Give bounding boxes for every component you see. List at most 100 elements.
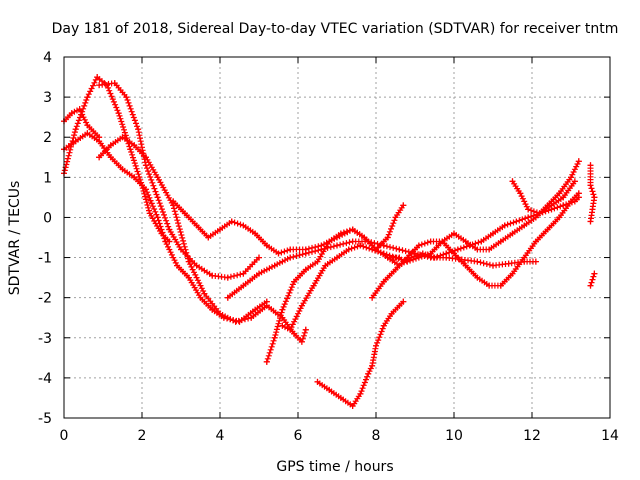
x-tick-label: 6: [294, 428, 303, 444]
data-point: [369, 362, 376, 369]
data-point: [84, 130, 91, 137]
data-point: [380, 250, 387, 257]
data-point: [287, 326, 294, 333]
data-point: [454, 246, 461, 253]
data-point: [240, 282, 247, 289]
series-sat-o: [587, 270, 598, 289]
data-point: [587, 282, 594, 289]
x-tick-label: 14: [601, 428, 619, 444]
data-point: [287, 254, 294, 261]
data-point: [466, 242, 473, 249]
y-tick-label: 3: [43, 90, 52, 106]
data-point: [84, 94, 91, 101]
data-point: [76, 106, 83, 113]
data-point: [568, 174, 574, 181]
data-point: [474, 246, 481, 253]
data-point: [302, 266, 309, 273]
data-point: [349, 226, 356, 233]
data-point: [349, 238, 356, 245]
data-point: [166, 226, 173, 233]
data-point: [224, 294, 231, 301]
data-point: [400, 202, 407, 209]
data-point: [509, 178, 516, 185]
data-point: [228, 218, 235, 225]
y-tick-label: 4: [43, 50, 52, 66]
data-point: [232, 318, 239, 325]
data-point: [119, 166, 126, 173]
data-point: [248, 314, 255, 321]
data-point: [263, 302, 270, 309]
data-point: [490, 230, 496, 237]
chart-title: Day 181 of 2018, Sidereal Day-to-day VTE…: [52, 21, 619, 37]
data-point: [275, 250, 282, 257]
data-point: [119, 134, 126, 141]
x-tick-label: 0: [60, 428, 69, 444]
series-sat-j: [314, 298, 407, 409]
data-point: [205, 234, 212, 241]
data-point: [142, 186, 149, 193]
y-tick-label: -4: [38, 371, 52, 387]
data-point: [72, 126, 79, 133]
data-point: [501, 222, 508, 229]
data-point: [525, 214, 532, 221]
data-point: [587, 162, 594, 169]
series-sat-n: [587, 162, 598, 225]
series-sat-k: [369, 190, 582, 301]
data-point: [392, 214, 399, 221]
data-point: [486, 246, 493, 253]
data-point: [478, 238, 485, 245]
data-point: [587, 218, 594, 225]
data-point: [400, 298, 407, 305]
series-sat-e: [96, 134, 309, 345]
data-point: [154, 194, 161, 201]
data-point: [107, 142, 114, 149]
data-point: [217, 310, 223, 317]
data-point: [373, 342, 379, 349]
data-point: [174, 262, 181, 269]
data-point: [396, 246, 403, 253]
data-point: [256, 270, 262, 277]
data-point: [170, 198, 177, 205]
data-point: [369, 294, 376, 301]
data-point: [462, 238, 469, 245]
data-point: [291, 278, 298, 285]
data-point: [287, 246, 294, 253]
data-point: [193, 262, 200, 269]
data-point: [474, 258, 481, 265]
series-sat-h: [263, 202, 407, 365]
y-tick-label: 1: [43, 170, 52, 186]
data-point: [337, 394, 344, 401]
data-point: [380, 278, 387, 285]
data-point: [474, 274, 481, 281]
data-point: [443, 250, 450, 257]
data-point: [556, 214, 563, 221]
data-point: [256, 254, 262, 261]
data-point: [525, 206, 532, 213]
data-point: [408, 254, 415, 261]
data-point: [84, 122, 91, 129]
data-point: [396, 262, 403, 269]
x-tick-label: 8: [372, 428, 381, 444]
data-point: [209, 306, 216, 313]
data-point: [115, 110, 122, 117]
series-sat-i: [279, 158, 582, 333]
data-point: [326, 238, 333, 245]
data-point: [185, 274, 192, 281]
y-tick-label: -5: [38, 411, 52, 427]
data-point: [302, 326, 309, 333]
y-tick-label: -1: [38, 251, 52, 267]
x-tick-label: 12: [523, 428, 541, 444]
data-point: [252, 230, 259, 237]
data-point: [263, 358, 270, 365]
data-point: [240, 270, 247, 277]
x-tick-label: 4: [216, 428, 225, 444]
data-point: [298, 302, 305, 309]
data-point: [497, 282, 504, 289]
y-axis-label: SDTVAR / TECUs: [7, 181, 23, 296]
data-point: [185, 258, 192, 265]
y-tick-label: 0: [43, 210, 52, 226]
data-point: [439, 238, 446, 245]
data-point: [96, 82, 103, 89]
data-point: [201, 290, 208, 297]
